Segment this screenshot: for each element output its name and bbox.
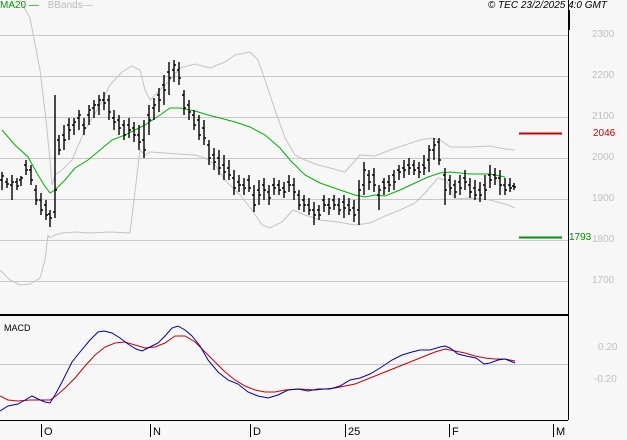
macd-signal-line — [0, 335, 516, 402]
macd-title: MACD — [4, 323, 31, 333]
x-label-2025: 25 — [348, 426, 361, 438]
ma20-line — [1, 107, 506, 198]
x-axis-ticks — [41, 424, 554, 437]
y-label-2300: 2300 — [592, 29, 615, 40]
legend: MA20 — BBands— — [0, 0, 93, 12]
copyright-timestamp: © TEC 23/2/2025 4:0 GMT — [487, 0, 607, 11]
y-label-2200: 2200 — [592, 70, 615, 81]
y-label-2100: 2100 — [592, 111, 615, 122]
x-label-oct: O — [44, 426, 53, 438]
x-label-mar: M — [556, 426, 566, 438]
macd-y-label-neg: -0.20 — [594, 374, 617, 385]
price-gridlines — [0, 35, 568, 282]
y-label-1700: 1700 — [592, 275, 615, 286]
price-bars — [0, 60, 516, 227]
x-label-feb: F — [452, 426, 459, 438]
bollinger-bands — [0, 0, 516, 286]
legend-ma20-swatch: — — [26, 0, 39, 11]
bb-lower-line — [0, 148, 516, 286]
macd-line — [0, 325, 516, 412]
y-label-1900: 1900 — [592, 193, 615, 204]
bb-upper-line — [19, 0, 516, 186]
y-label-1800: 1800 — [592, 234, 615, 245]
macd-y-label-pos: 0.20 — [598, 342, 618, 353]
x-label-dec: D — [253, 426, 261, 438]
support-value: 1793 — [569, 232, 592, 243]
y-label-2000: 2000 — [592, 152, 615, 163]
resistance-value: 2046 — [593, 128, 616, 139]
x-label-nov: N — [153, 426, 161, 438]
legend-ma20: MA20 — [0, 0, 27, 11]
legend-bbands-swatch: — — [82, 0, 93, 11]
legend-bbands: BBands — [47, 0, 83, 11]
